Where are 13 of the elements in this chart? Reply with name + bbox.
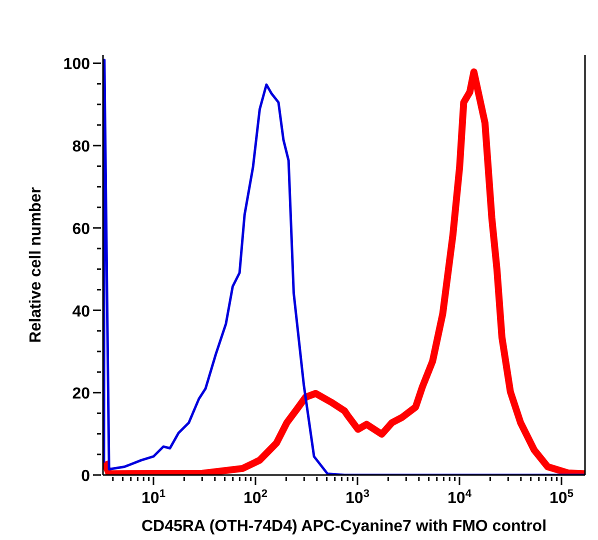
y-axis-title: Relative cell number: [28, 187, 45, 343]
y-tick-label: 20: [72, 386, 90, 403]
y-tick-label: 40: [72, 303, 90, 320]
y-tick-label: 0: [81, 468, 90, 485]
x-axis-title: CD45RA (OTH-74D4) APC-Cyanine7 with FMO control: [141, 518, 547, 535]
x-tick-label: 10$^{3}$: [346, 488, 370, 507]
y-tick-label: 60: [72, 220, 90, 238]
x-tick-label: 10$^{1}$: [142, 488, 166, 507]
y-tick-label: 80: [72, 138, 90, 156]
x-tick-label: 10$^{5}$: [550, 488, 574, 507]
x-tick-label: 10$^{2}$: [244, 488, 268, 507]
x-tick-label: 10$^{4}$: [448, 488, 472, 507]
y-tick-label: 100: [63, 56, 90, 74]
